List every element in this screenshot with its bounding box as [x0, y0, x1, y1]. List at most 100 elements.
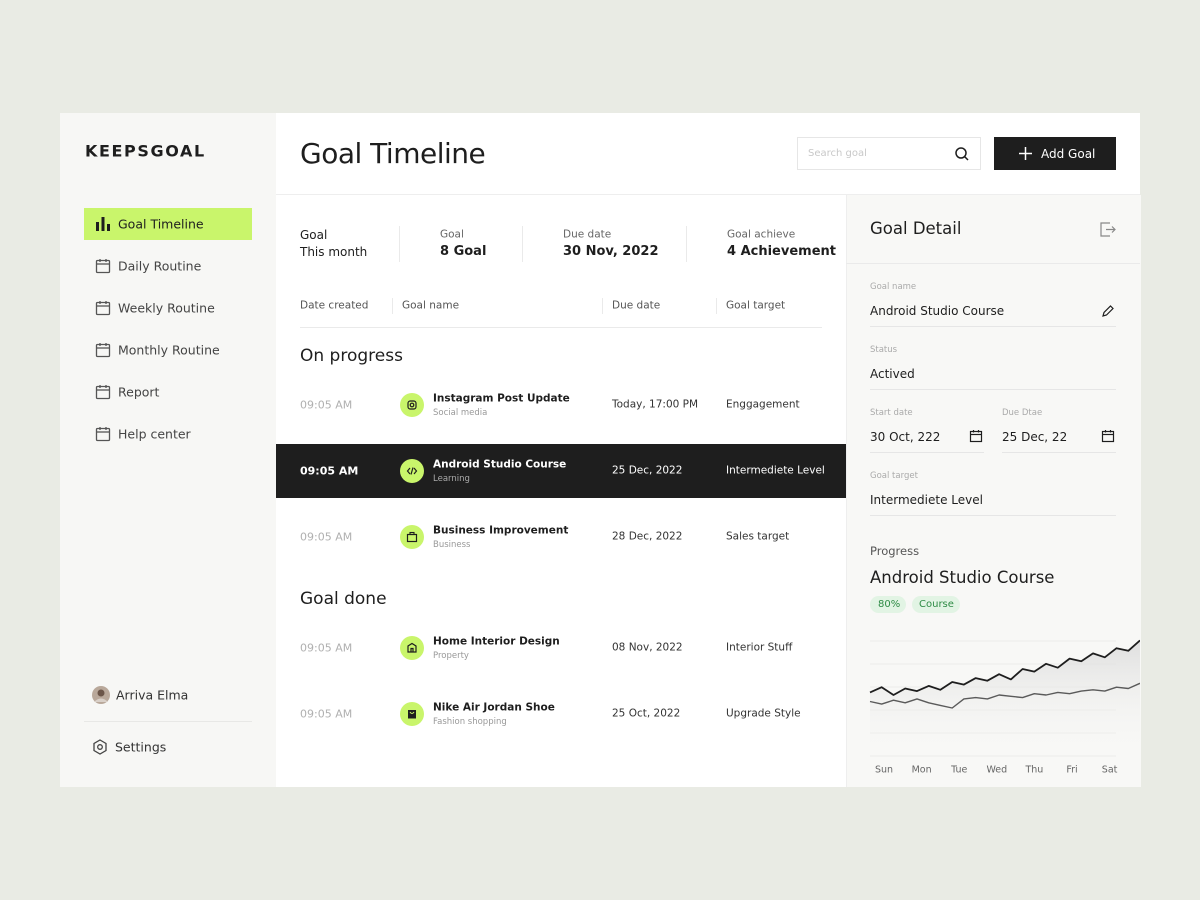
column-divider	[716, 298, 717, 314]
row-time: 09:05 AM	[300, 641, 353, 655]
chart-x-label: Mon	[912, 765, 932, 776]
field-label: Goal target	[870, 470, 918, 481]
goal-icon	[400, 636, 424, 660]
field-underline	[870, 326, 1116, 327]
add-goal-button[interactable]	[994, 137, 1116, 170]
row-target: Intermediete Level	[726, 464, 825, 477]
goal-icon	[400, 702, 424, 726]
chart-x-label: Sun	[875, 765, 893, 776]
summary-label: Goal achieve	[727, 228, 796, 241]
field-underline	[870, 515, 1116, 516]
row-category: Property	[433, 650, 469, 661]
progress-chart: Sun Mon Tue Wed Thu Fri Sat	[869, 639, 1140, 776]
chart-line	[869, 682, 1140, 709]
section-title: On progress	[300, 345, 403, 366]
row-due: 25 Oct, 2022	[612, 707, 681, 720]
page-title: Goal Timeline	[300, 137, 486, 171]
settings-icon	[93, 739, 107, 755]
section-title: Goal done	[300, 588, 387, 609]
calendar-icon	[969, 430, 983, 443]
row-target: Interior Stuff	[726, 641, 793, 654]
user-avatar	[92, 686, 110, 704]
summary-value: 8 Goal	[440, 244, 487, 260]
nav-item[interactable]: Goal Timeline	[118, 216, 204, 232]
nav-item[interactable]: Daily Routine	[118, 258, 202, 274]
chart-area	[870, 640, 1140, 760]
field-underline	[870, 389, 1116, 390]
sidebar-divider	[84, 721, 252, 722]
nav-item[interactable]: Weekly Routine	[118, 300, 215, 316]
header-divider	[276, 194, 1140, 195]
progress-name: Android Studio Course	[870, 568, 1055, 588]
summary-value: 4 Achievement	[727, 244, 836, 260]
exit-icon	[1100, 222, 1116, 237]
row-time: 09:05 AM	[300, 464, 359, 478]
row-due: Today, 17:00 PM	[612, 398, 699, 411]
nav-icon	[95, 259, 111, 274]
row-category: Fashion shopping	[433, 716, 507, 727]
chart-line	[869, 639, 1140, 696]
add-goal-label[interactable]: Add Goal	[1041, 146, 1096, 161]
field-value: Actived	[870, 366, 915, 381]
field-value: Android Studio Course	[870, 303, 1005, 318]
row-due: 28 Dec, 2022	[612, 530, 683, 543]
user-name[interactable]: Arriva Elma	[116, 687, 189, 703]
edit-icon	[1102, 305, 1114, 317]
summary-value: 30 Nov, 2022	[563, 244, 659, 260]
column-divider	[392, 298, 393, 314]
row-name: Nike Air Jordan Shoe	[433, 701, 555, 714]
field-underline	[1002, 452, 1116, 453]
field-label: Start date	[870, 407, 913, 418]
field-label: Goal name	[870, 281, 917, 292]
chart-x-label: Wed	[986, 765, 1007, 776]
field-value: Intermediete Level	[870, 492, 983, 507]
settings-link[interactable]: Settings	[115, 739, 167, 755]
goal-icon	[400, 459, 424, 483]
table-divider	[300, 327, 822, 328]
row-name: Business Improvement	[433, 524, 569, 537]
chart-x-label: Tue	[950, 765, 967, 776]
search-icon	[955, 147, 969, 161]
row-name: Android Studio Course	[433, 458, 567, 471]
goal-icon	[400, 525, 424, 549]
column-header: Goal name	[402, 299, 460, 312]
row-target: Enggagement	[726, 398, 800, 411]
progress-tag: Course	[919, 599, 954, 610]
progress-percent: 80%	[878, 599, 901, 610]
chart-x-label: Sat	[1102, 765, 1118, 776]
summary-divider	[686, 226, 687, 262]
summary-label: Goal	[440, 228, 464, 241]
calendar-icon	[1101, 430, 1115, 443]
row-target: Sales target	[726, 530, 790, 543]
progress-label: Progress	[870, 544, 920, 559]
nav-item[interactable]: Monthly Routine	[118, 342, 220, 358]
row-target: Upgrade Style	[726, 707, 801, 720]
field-value: 25 Dec, 22	[1002, 429, 1068, 444]
nav-item[interactable]: Help center	[118, 426, 191, 442]
nav-icon	[95, 427, 111, 442]
chart-x-label: Thu	[1024, 765, 1043, 776]
detail-divider	[846, 263, 1140, 264]
summary-label: Goal	[300, 227, 328, 242]
column-header: Goal target	[726, 299, 786, 312]
summary-divider	[399, 226, 400, 262]
row-time: 09:05 AM	[300, 398, 353, 412]
row-name: Instagram Post Update	[433, 392, 570, 405]
nav-active-bg[interactable]	[84, 208, 252, 240]
nav-item[interactable]: Report	[118, 384, 160, 400]
percent-pill	[870, 596, 906, 613]
row-due: 25 Dec, 2022	[612, 464, 683, 477]
row-category: Social media	[433, 407, 488, 418]
summary-value: This month	[300, 244, 368, 259]
chart-x-label: Fri	[1066, 765, 1077, 776]
summary-divider	[522, 226, 523, 262]
goal-row-selected[interactable]	[276, 444, 846, 498]
search-box[interactable]	[797, 137, 981, 170]
goal-icon	[400, 393, 424, 417]
row-time: 09:05 AM	[300, 707, 353, 721]
field-label: Due Dtae	[1002, 407, 1043, 418]
row-name: Home Interior Design	[433, 635, 560, 648]
column-header: Due date	[612, 299, 661, 312]
